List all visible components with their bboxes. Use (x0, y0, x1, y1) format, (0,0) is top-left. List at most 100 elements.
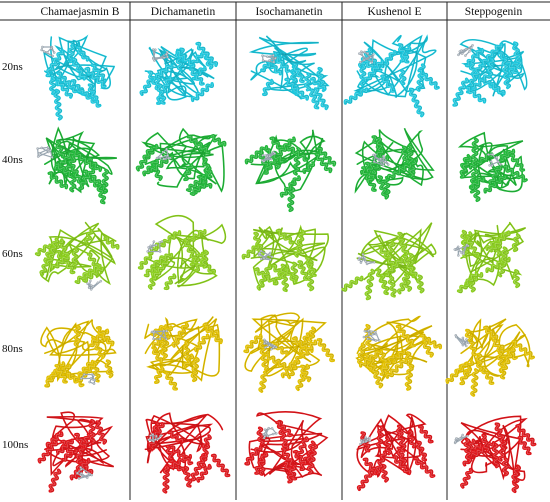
helix-highlight (191, 453, 207, 481)
helix-shadow (52, 240, 64, 254)
helix-shadow (277, 420, 293, 436)
ligand-atom (464, 47, 468, 51)
helix-shadow (398, 425, 407, 452)
alpha-helix (512, 41, 523, 70)
ligand-atom (266, 434, 270, 438)
ligand-bond (37, 148, 39, 157)
helix-shadow (277, 229, 294, 243)
helix-shadow (397, 325, 416, 346)
helix-shadow (48, 239, 59, 265)
alpha-helix (383, 175, 391, 199)
alpha-helix (455, 361, 469, 375)
helix-highlight (489, 166, 502, 184)
ligand-atom (79, 473, 82, 477)
helix-highlight (418, 69, 439, 89)
helix-highlight (470, 178, 485, 190)
helix-shadow (420, 425, 433, 442)
helix-shadow (309, 444, 318, 474)
alpha-helix (151, 259, 170, 281)
alpha-helix (502, 164, 528, 183)
helix-highlight (419, 426, 433, 443)
helix-shadow (359, 468, 376, 491)
helix-shadow (166, 371, 178, 389)
alpha-helix (83, 228, 94, 245)
ligand-atom (471, 44, 474, 47)
ligand-atom (162, 329, 166, 333)
column-headers: Chamaejasmin B Dichamanetin Isochamanetin K… (41, 6, 523, 18)
helix-highlight (50, 77, 56, 94)
alpha-helix (501, 457, 510, 477)
helix-shadow (500, 441, 507, 461)
ligand-bond (260, 250, 273, 258)
helix-shadow (203, 251, 209, 268)
helix-shadow (491, 232, 511, 252)
alpha-helix (256, 426, 265, 446)
alpha-helix (45, 237, 60, 266)
helix-shadow (36, 245, 51, 256)
alpha-helix (273, 55, 291, 73)
helix-highlight (400, 70, 406, 85)
ligand-atom (456, 245, 460, 249)
helix-highlight (77, 46, 89, 61)
ligand-atom (364, 260, 367, 263)
helix-highlight (74, 325, 80, 346)
alpha-helix (175, 49, 194, 67)
alpha-helix (139, 76, 155, 97)
ligand-atom (166, 154, 169, 157)
helix-highlight (484, 175, 506, 193)
helix-shadow (387, 360, 408, 379)
helix-shadow (519, 436, 531, 454)
alpha-helix (422, 340, 434, 358)
helix-shadow (399, 275, 410, 294)
alpha-helix (491, 442, 500, 469)
helix-highlight (386, 359, 408, 378)
ligand-molecule (261, 54, 277, 64)
helix-highlight (381, 464, 388, 482)
ligand-atom (263, 435, 267, 438)
helix-shadow (191, 185, 206, 196)
helix-shadow (467, 86, 486, 102)
helix-shadow (49, 171, 68, 188)
snapshot-cell (144, 316, 223, 391)
helix-highlight (497, 352, 506, 379)
ligand-atom (465, 338, 468, 341)
helix-highlight (472, 74, 491, 91)
helix-highlight (461, 469, 473, 488)
alpha-helix (190, 82, 215, 103)
helix-highlight (282, 448, 296, 469)
helix-highlight (498, 440, 507, 461)
ligand-atom (464, 54, 467, 57)
coil-ribbon-edge (250, 35, 329, 99)
ligand-bond (461, 244, 468, 254)
ligand-molecule (487, 153, 502, 167)
alpha-helix (273, 341, 289, 357)
helix-shadow (378, 426, 385, 447)
alpha-helix (356, 466, 376, 492)
alpha-helix (408, 159, 418, 179)
helix-shadow (288, 354, 303, 379)
alpha-helix (380, 74, 396, 93)
helix-shadow (454, 79, 469, 106)
helix-highlight (500, 347, 515, 372)
helix-shadow (482, 434, 490, 451)
column-header: Dichamanetin (151, 6, 216, 18)
ligand-atom (165, 329, 168, 333)
alpha-helix (358, 349, 384, 368)
helix-shadow (318, 338, 335, 361)
alpha-helix (275, 228, 295, 245)
ligand-molecule (262, 426, 278, 440)
alpha-helix (37, 440, 59, 464)
ligand-atom (158, 241, 161, 244)
ligand-bond (90, 280, 102, 290)
ligand-molecule (40, 45, 56, 58)
helix-highlight (503, 165, 527, 182)
helix-highlight (481, 44, 503, 67)
helix-highlight (245, 146, 268, 163)
helix-highlight (96, 421, 107, 444)
helix-highlight (274, 342, 288, 355)
helix-shadow (283, 448, 297, 468)
alpha-helix (304, 72, 312, 92)
helix-highlight (287, 354, 303, 378)
alpha-helix (489, 81, 506, 96)
helix-shadow (159, 232, 181, 248)
